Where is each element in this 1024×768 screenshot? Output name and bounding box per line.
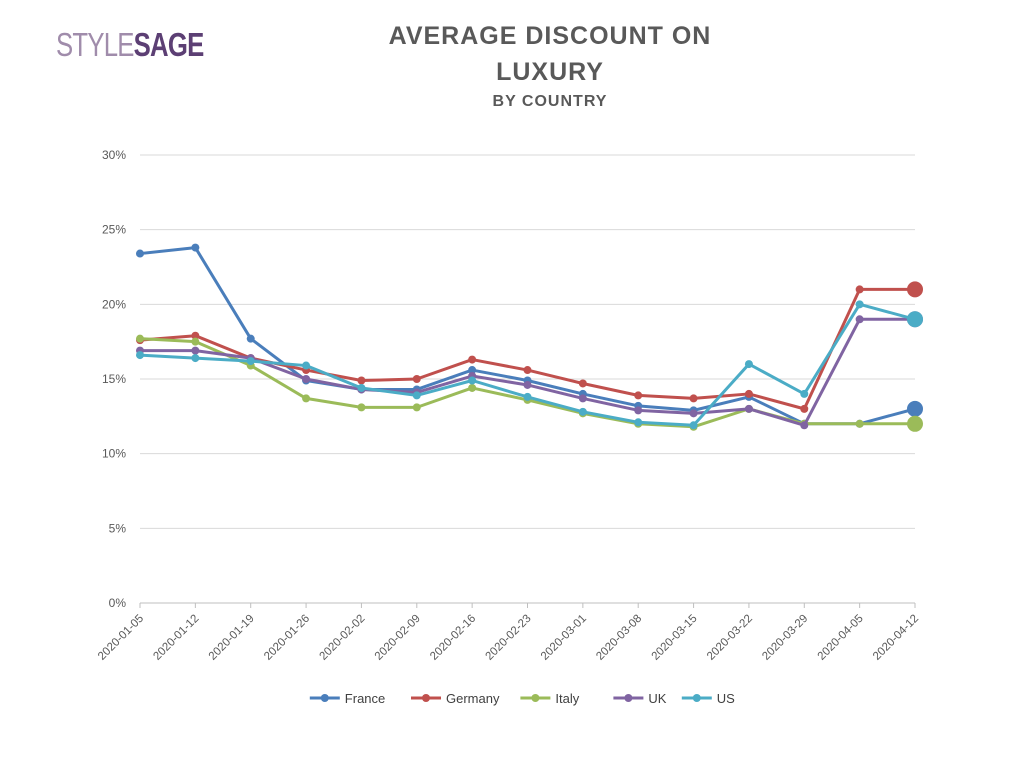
x-tick-label: 2020-03-01 — [539, 613, 589, 663]
data-point-us — [800, 389, 809, 398]
x-tick-label: 2020-03-15 — [650, 613, 700, 663]
data-point-germany — [523, 366, 532, 375]
data-point-italy — [136, 334, 144, 343]
legend-label: UK — [648, 691, 666, 706]
data-point-germany — [468, 355, 477, 364]
data-point-france — [468, 366, 477, 375]
x-tick-label: 2020-02-02 — [317, 613, 367, 663]
data-point-us — [357, 383, 366, 392]
data-point-germany — [907, 281, 923, 298]
data-point-uk — [634, 406, 643, 415]
data-point-italy — [855, 419, 864, 428]
data-point-germany — [634, 391, 643, 400]
data-point-italy — [357, 403, 366, 412]
data-point-italy — [468, 383, 477, 392]
legend-label: US — [717, 691, 735, 706]
data-point-uk — [855, 315, 864, 324]
legend-label: Germany — [446, 691, 500, 706]
legend-marker-france — [320, 694, 329, 702]
data-point-uk — [689, 409, 698, 418]
data-point-us — [136, 351, 144, 360]
data-point-uk — [302, 375, 311, 383]
y-tick-label: 5% — [109, 521, 127, 535]
data-point-germany — [357, 376, 366, 385]
data-point-us — [523, 392, 532, 401]
x-tick-label: 2020-02-09 — [373, 613, 423, 663]
data-point-germany — [744, 389, 753, 398]
data-point-us — [191, 354, 200, 363]
stylesage-logo: STYLESAGE — [56, 26, 205, 64]
x-tick-label: 2020-01-12 — [151, 613, 201, 663]
y-tick-label: 25% — [102, 223, 126, 237]
logo-part-sage: SAGE — [133, 26, 205, 63]
data-point-france — [136, 249, 144, 258]
data-point-france — [191, 243, 200, 252]
chart-title-line-2: LUXURY — [496, 58, 604, 86]
x-tick-label: 2020-03-22 — [705, 613, 755, 663]
x-tick-label: 2020-02-23 — [484, 613, 534, 663]
data-point-us — [907, 311, 923, 328]
x-tick-label: 2020-02-16 — [428, 613, 478, 663]
y-tick-label: 10% — [102, 447, 126, 461]
data-point-france — [246, 334, 255, 343]
chart-subtitle: BY COUNTRY — [492, 93, 608, 110]
data-point-italy — [191, 337, 200, 346]
legend-marker-uk — [624, 694, 633, 702]
x-tick-label: 2020-03-29 — [760, 613, 810, 663]
x-tick-label: 2020-04-12 — [871, 613, 921, 663]
data-point-us — [634, 418, 643, 427]
data-point-germany — [412, 375, 421, 383]
data-point-germany — [855, 285, 864, 294]
data-point-us — [578, 407, 587, 416]
data-point-uk — [523, 380, 532, 389]
data-point-germany — [191, 331, 200, 340]
data-point-uk — [744, 404, 753, 413]
y-tick-label: 0% — [109, 596, 127, 610]
data-point-us — [689, 421, 698, 430]
data-point-uk — [800, 421, 809, 430]
x-tick-label: 2020-01-05 — [96, 613, 146, 663]
data-point-germany — [800, 404, 809, 413]
chart-title-line-1: AVERAGE DISCOUNT ON — [388, 22, 712, 50]
x-tick-label: 2020-01-19 — [207, 613, 257, 663]
data-point-us — [302, 361, 311, 370]
data-point-us — [468, 376, 477, 385]
data-point-italy — [907, 415, 923, 432]
legend-marker-us — [692, 694, 701, 702]
data-point-italy — [302, 394, 311, 403]
legend-marker-germany — [422, 694, 430, 702]
data-point-us — [412, 391, 421, 400]
data-point-us — [246, 357, 255, 366]
y-tick-label: 30% — [102, 148, 126, 162]
logo-part-style: STYLE — [56, 26, 134, 63]
x-tick-label: 2020-01-26 — [262, 613, 312, 663]
data-point-uk — [578, 394, 587, 403]
data-point-uk — [191, 346, 200, 355]
legend-label: France — [345, 691, 385, 706]
data-point-italy — [412, 403, 421, 412]
x-tick-label: 2020-04-05 — [816, 613, 866, 663]
legend-label: Italy — [555, 691, 579, 706]
data-point-france — [907, 400, 923, 417]
data-point-germany — [578, 379, 587, 388]
y-tick-label: 15% — [102, 372, 126, 386]
data-point-us — [855, 300, 864, 309]
x-tick-label: 2020-03-08 — [594, 613, 644, 663]
y-tick-label: 20% — [102, 297, 126, 311]
data-point-us — [744, 360, 753, 369]
legend-marker-italy — [531, 694, 540, 702]
data-point-germany — [689, 394, 698, 403]
